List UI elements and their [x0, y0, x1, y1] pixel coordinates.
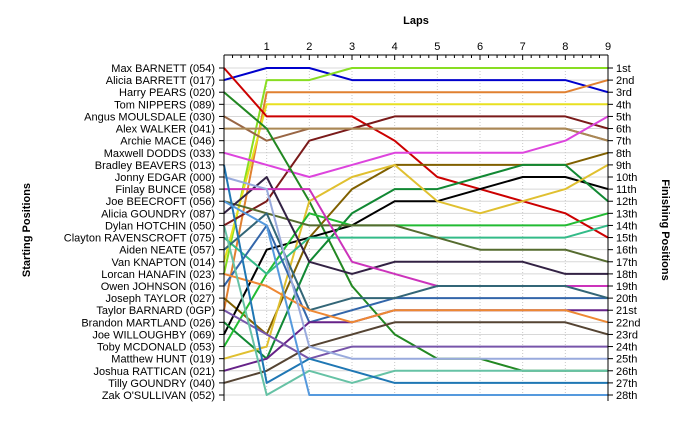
finishing-position-label: 24th — [616, 342, 637, 354]
series-line — [223, 67, 609, 239]
finishing-position-label: 7th — [616, 136, 631, 148]
finishing-position-label: 21st — [616, 305, 637, 317]
series-line — [223, 309, 608, 360]
finishing-position-label: 8th — [616, 148, 631, 160]
finishing-position-label: 17th — [616, 257, 637, 269]
series-line — [223, 103, 608, 263]
series-line — [223, 176, 608, 360]
series-layer — [223, 67, 609, 396]
series-line — [224, 127, 609, 142]
finishing-position-label: 20th — [616, 293, 637, 305]
x-tick-label: 1 — [264, 41, 270, 53]
axis-layer: Laps Starting Positions Finishing Positi… — [21, 15, 671, 402]
starting-position-label: Joshua RATTICAN (021) — [94, 366, 215, 378]
finishing-position-label: 11th — [616, 184, 637, 196]
starting-position-label: Van KNAPTON (014) — [111, 257, 215, 269]
starting-position-label: Maxwell DODDS (033) — [104, 148, 215, 160]
series-line — [223, 321, 609, 384]
x-tick-label: 6 — [477, 41, 483, 53]
starting-position-label: Tilly GOUNDRY (040) — [108, 378, 215, 390]
starting-position-label: Alex WALKER (041) — [116, 124, 215, 136]
finishing-position-label: 4th — [616, 99, 631, 111]
starting-position-label: Lorcan HANAFIN (023) — [101, 269, 215, 281]
finishing-position-label: 25th — [616, 354, 637, 366]
starting-position-label: Joseph TAYLOR (027) — [106, 293, 215, 305]
finishing-position-label: 12th — [616, 196, 637, 208]
finishing-position-label: 22nd — [616, 317, 640, 329]
series-line — [223, 67, 609, 94]
starting-position-label: Harry PEARS (020) — [119, 87, 215, 99]
series-line — [223, 176, 608, 275]
finishing-position-label: 5th — [616, 111, 631, 123]
starting-position-label: Finlay BUNCE (058) — [115, 184, 215, 196]
x-tick-label: 5 — [434, 41, 440, 53]
series-line — [223, 79, 609, 311]
starting-position-label: Joe WILLOUGHBY (069) — [92, 329, 215, 341]
x-axis-title: Laps — [403, 15, 429, 27]
starting-position-label: Clayton RAVENSCROFT (075) — [64, 233, 215, 245]
finishing-position-label: 27th — [616, 378, 637, 390]
starting-position-label: Dylan HOTCHIN (050) — [105, 220, 215, 232]
x-tick-label: 3 — [349, 41, 355, 53]
finishing-position-label: 28th — [616, 390, 637, 402]
finishing-position-label: 2nd — [616, 75, 634, 87]
series-line — [223, 224, 609, 275]
series-line — [223, 212, 609, 312]
finishing-position-label: 3rd — [616, 87, 632, 99]
starting-position-label: Aiden NEATE (057) — [119, 245, 215, 257]
finishing-position-label: 6th — [616, 124, 631, 136]
starting-position-label: Tom NIPPERS (089) — [114, 99, 215, 111]
starting-position-label: Joe BEECROFT (056) — [106, 196, 215, 208]
y-axis-title-right: Finishing Positions — [659, 179, 671, 280]
starting-position-label: Brandon MARTLAND (026) — [81, 317, 215, 329]
x-tick-label: 4 — [392, 41, 398, 53]
starting-position-label: Jonny EDGAR (000) — [115, 172, 215, 184]
finishing-position-label: 26th — [616, 366, 637, 378]
series-line — [223, 115, 609, 178]
starting-position-label: Archie MACE (046) — [120, 136, 215, 148]
starting-position-label: Taylor BARNARD (0GP) — [96, 305, 215, 317]
starting-position-label: Toby MCDONALD (053) — [97, 342, 215, 354]
series-line — [223, 225, 608, 396]
starting-position-label: Alicia GOUNDRY (087) — [101, 208, 215, 220]
series-line — [223, 67, 608, 275]
starting-position-label: Matthew HUNT (019) — [111, 354, 215, 366]
x-tick-label: 2 — [306, 41, 312, 53]
series-line — [223, 164, 608, 384]
starting-position-label: Angus MOULSDALE (030) — [84, 111, 215, 123]
finishing-position-label: 19th — [616, 281, 637, 293]
starting-position-label: Alicia BARRETT (017) — [106, 75, 215, 87]
series-line — [223, 200, 608, 396]
starting-position-label: Zak O'SULLIVAN (052) — [102, 390, 215, 402]
finishing-position-label: 15th — [616, 233, 637, 245]
series-line — [223, 272, 609, 324]
series-line — [223, 212, 609, 348]
starting-position-label: Max BARNETT (054) — [111, 63, 215, 75]
finishing-position-label: 23rd — [616, 329, 638, 341]
starting-position-label: Owen JOHNSON (016) — [101, 281, 215, 293]
finishing-position-label: 10th — [616, 172, 637, 184]
finishing-position-label: 13th — [616, 208, 637, 220]
x-tick-label: 8 — [562, 41, 568, 53]
y-axis-title-left: Starting Positions — [21, 183, 33, 277]
finishing-position-label: 9th — [616, 160, 631, 172]
finishing-position-label: 14th — [616, 220, 637, 232]
starting-position-label: Bradley BEAVERS (013) — [95, 160, 215, 172]
series-line — [223, 224, 608, 324]
x-tick-label: 9 — [605, 41, 611, 53]
x-tick-label: 7 — [520, 41, 526, 53]
finishing-position-label: 16th — [616, 245, 637, 257]
finishing-position-label: 18th — [616, 269, 637, 281]
finishing-position-label: 1st — [616, 63, 631, 75]
